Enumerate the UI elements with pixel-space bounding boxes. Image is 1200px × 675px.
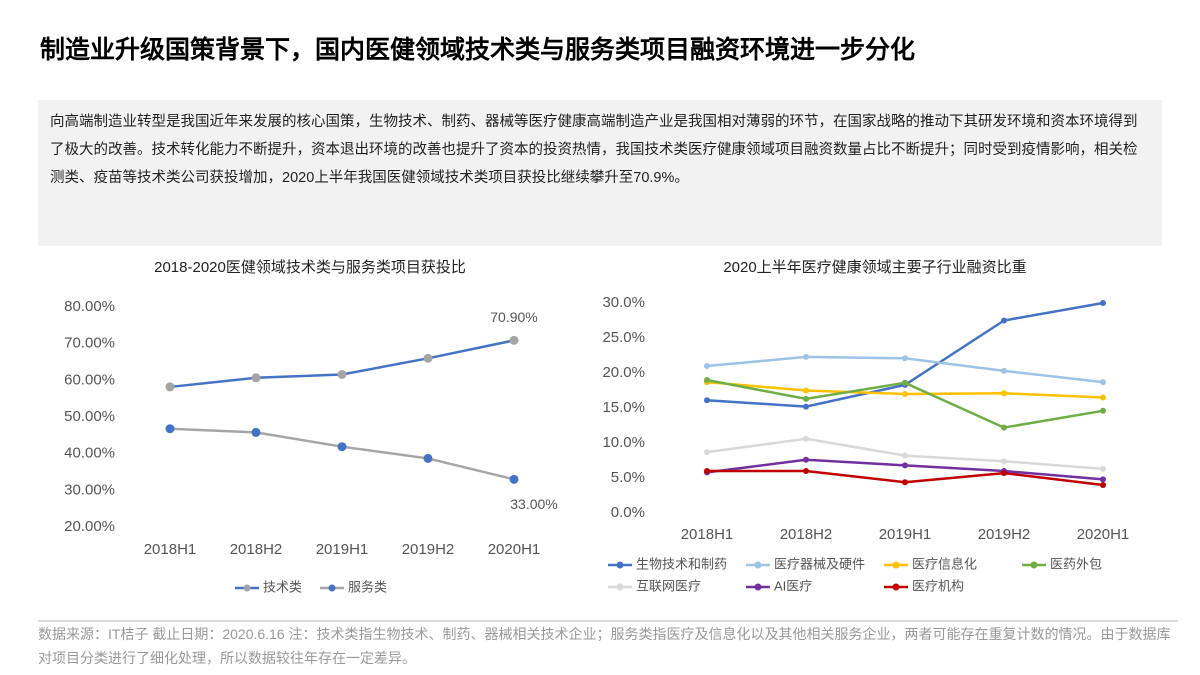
data-point [803,456,809,463]
y-tick-label: 60.00% [64,371,115,388]
data-point [423,453,433,463]
x-tick-label: 2020H1 [1077,526,1130,543]
data-point [1001,470,1007,477]
data-point [1001,390,1007,397]
legend-label: 生物技术和制药 [636,556,727,571]
legend-label: 服务类 [348,579,387,594]
data-point [803,468,809,474]
legend-label: AI医疗 [774,578,812,593]
y-tick-label: 20.00% [64,518,115,535]
data-point [1001,317,1007,324]
legend-marker [616,583,624,591]
series-line [169,427,515,481]
data-point [803,395,809,402]
data-point [704,363,710,369]
y-tick-label: 50.00% [64,408,115,425]
legend-label: 技术类 [263,579,302,594]
y-tick-label: 15.0% [602,399,645,416]
data-label: 33.00% [510,496,557,512]
y-tick-label: 40.00% [64,445,115,462]
data-point [509,335,519,345]
y-tick-label: 80.00% [64,298,115,315]
data-point [1100,394,1106,401]
data-point [1100,482,1106,488]
data-point [902,452,908,459]
legend-marker [754,561,762,569]
x-tick-label: 2018H2 [230,541,283,558]
y-tick-label: 25.0% [602,329,645,346]
data-point [251,373,261,383]
data-point [902,462,908,469]
legend-marker [616,561,624,569]
chart-title: 2020上半年医疗健康领域主要子行业融资比重 [723,259,1026,276]
x-tick-label: 2018H1 [681,526,734,543]
legend-marker [892,583,900,591]
x-tick-label: 2018H1 [144,541,197,558]
data-point [902,391,908,397]
legend-label: 医药外包 [1050,556,1102,571]
legend-marker [1030,561,1038,569]
data-point [1001,367,1007,374]
y-tick-label: 5.0% [611,469,645,486]
y-tick-label: 30.0% [602,294,645,311]
data-point [902,379,908,386]
summary-paragraph: 向高端制造业转型是我国近年来发展的核心国策，生物技术、制药、器械等医疗健康高端制… [38,100,1162,246]
y-tick-label: 20.0% [602,364,645,381]
data-point [704,397,710,404]
footnote: 数据来源：IT桔子 截止日期：2020.6.16 注：技术类指生物技术、制药、器… [38,620,1178,670]
x-tick-label: 2018H2 [780,526,833,543]
legend-label: 医疗机构 [912,578,964,593]
legend-marker [243,584,251,592]
data-point [803,387,809,394]
data-point [803,435,809,442]
legend-marker [328,584,336,592]
page-title: 制造业升级国策背景下，国内医健领域技术类与服务类项目融资环境进一步分化 [40,36,916,64]
data-point [803,403,809,410]
legend-label: 医疗器械及硬件 [774,556,865,571]
y-tick-label: 0.0% [611,504,645,521]
legend-label: 互联网医疗 [636,578,701,593]
data-point [423,353,433,363]
x-tick-label: 2019H1 [879,526,932,543]
legend-marker [892,561,900,569]
data-point [704,449,710,456]
x-tick-label: 2019H1 [316,541,369,558]
x-tick-label: 2020H1 [488,541,541,558]
series-line [169,339,515,389]
chart-title: 2018-2020医健领域技术类与服务类项目获投比 [154,259,466,276]
data-label: 70.90% [490,309,537,325]
legend-marker [754,583,762,591]
data-point [1001,424,1007,431]
data-point [165,424,175,434]
data-point [704,377,710,383]
data-point [251,427,261,437]
y-tick-label: 30.00% [64,481,115,498]
data-point [902,355,908,362]
data-point [803,353,809,360]
data-point [704,468,710,474]
y-tick-label: 70.00% [64,335,115,352]
data-point [1100,476,1106,483]
data-point [1100,300,1106,306]
data-point [1001,458,1007,465]
data-point [1100,379,1106,386]
data-point [902,479,908,486]
legend-label: 医疗信息化 [912,556,977,571]
data-point [1100,407,1106,414]
data-point [337,369,347,379]
y-tick-label: 10.0% [602,434,645,451]
charts: 2018-2020医健领域技术类与服务类项目获投比 20.00% 30.00% 40.… [64,259,1130,594]
x-tick-label: 2019H2 [402,541,455,558]
data-point [165,382,175,392]
data-point [509,474,519,484]
x-tick-label: 2019H2 [978,526,1031,543]
data-point [337,442,347,452]
data-point [1100,465,1106,472]
